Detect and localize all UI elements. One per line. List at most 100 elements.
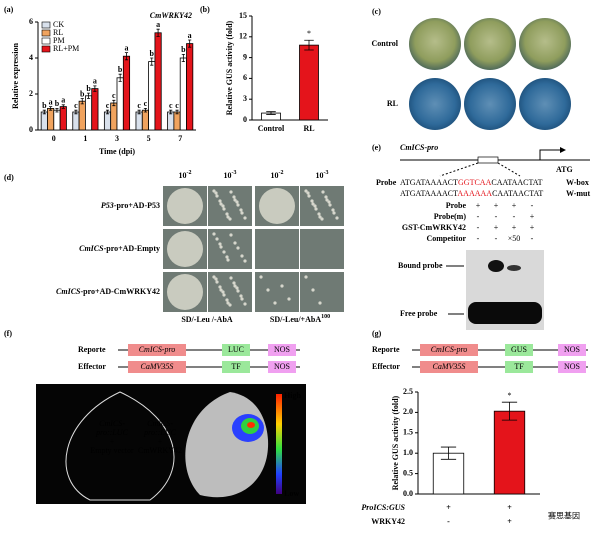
colony [318,301,322,305]
colony [214,191,218,195]
error-bar [501,401,518,421]
colony [222,207,226,211]
treatment-label: ProICS:GUS [361,503,405,512]
gene-name: CmICS [56,287,81,296]
error-bar [112,99,116,107]
error-bar [118,73,122,82]
significance-letter: b [150,49,155,58]
dilution-base: 10 [316,171,324,180]
significance-letter: c [169,101,173,110]
medium-label: SD/-Leu /-AbA [181,315,233,324]
colony [335,216,339,220]
treatment-symbol: - [447,517,450,526]
construct-promoter-label: CaMV35S [141,362,174,371]
construct-terminator [558,344,586,356]
sequence-part: GGTCAA [458,178,492,187]
treatment-symbol: + [446,503,451,512]
colony [221,290,225,294]
plate-spot [300,272,344,312]
significance-letter: b [86,84,91,93]
bar [167,111,175,131]
scale-label: High [284,391,301,400]
lane-symbol: + [530,212,535,221]
construct-terminator-label: NOS [564,345,580,354]
sequence-part: CAATAACTAT [492,189,543,198]
color-scale [276,394,282,494]
treatment-symbol: + [507,517,512,526]
colony [318,215,322,219]
y-tick-label: 6 [243,73,247,82]
bar [110,102,118,131]
colony [229,233,233,237]
error-bar [181,54,185,62]
lane-row-label: GST-CmWRKY42 [402,223,466,232]
bar [141,109,149,131]
error-bar [440,446,457,460]
construct-promoter-label: CmICS-pro [431,345,468,354]
panel-letter: (e) [372,143,381,152]
colony [233,241,237,245]
colony [222,250,226,254]
probe-label: Probe [376,178,397,187]
error-bar [156,28,160,37]
dilution-label: 10-2 [179,170,192,179]
colony [228,217,232,221]
significance-marker: * [307,29,311,38]
medium-name: SD/-Leu /-AbA [181,315,233,324]
bar [493,410,526,495]
construct-role: Reporte [372,345,400,354]
significance-letter: a [156,20,160,29]
construct-gene [222,361,250,373]
construct-role: Effector [372,362,400,371]
bar [148,61,156,131]
lane-symbol: + [494,223,499,232]
bar [59,106,67,131]
lane-row-label: Probe [446,201,467,210]
construct-role: Reporte [78,345,106,354]
colony [236,289,240,293]
free-band [468,302,542,324]
construct-terminator [268,361,296,373]
error-bar [74,109,78,115]
construct-terminator-label: NOS [564,362,580,371]
colony [219,288,223,292]
colony [311,288,315,292]
error-bar [137,109,141,115]
dilution-base: 10 [179,171,187,180]
panel-letter: (a) [4,5,14,14]
error-bar [55,108,59,113]
colony [304,189,308,193]
x-tick-label: 3 [115,134,119,143]
x-tick-label: Control [258,124,285,133]
colony [320,217,324,221]
construct-rest: -pro+AD-P53 [114,201,160,210]
colony [266,288,270,292]
panel-letter: (b) [200,5,210,14]
colony [221,204,225,208]
lane-symbol: + [512,201,517,210]
lane-symbol: - [477,212,480,221]
lane-symbol: ×50 [508,234,521,243]
site-name: W-mut [566,189,590,198]
dilution-base: 10 [271,171,279,180]
x-tick-label: RL [303,124,314,133]
significance-marker: * [508,391,512,400]
medium-sup: 100 [321,314,330,320]
colony [306,191,310,195]
gene-name: CmICS [79,244,104,253]
significance-letter: c [144,99,148,108]
colony [218,242,222,246]
colony [313,204,317,208]
colony [233,198,237,202]
significance-letter: a [49,97,53,106]
colony [243,302,247,306]
significance-letter: a [61,96,65,105]
construct-gene-label: TF [231,362,241,371]
significance-letter: c [175,101,179,110]
colony [229,276,233,280]
construct-promoter-label: CmICS-pro [139,345,176,354]
bar [40,111,48,131]
colony-lawn [259,188,295,224]
bar [122,55,131,131]
colony [215,194,219,198]
